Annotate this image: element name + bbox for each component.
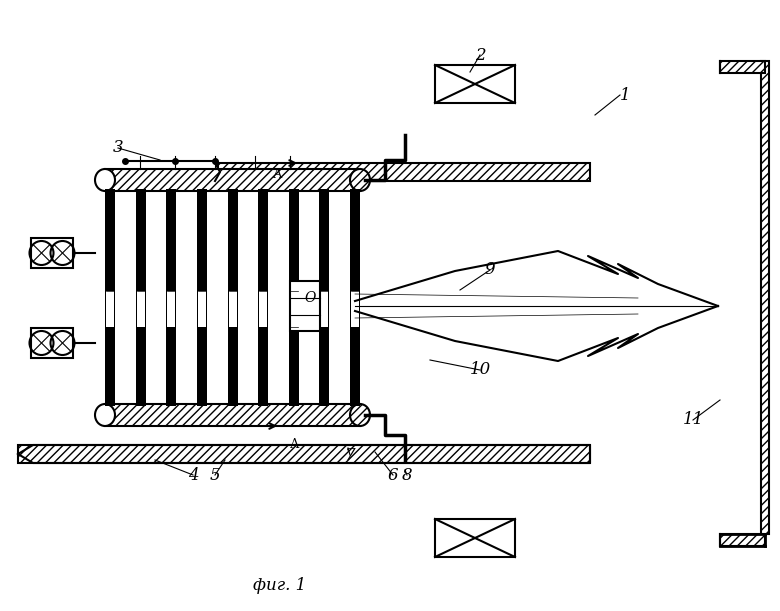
Ellipse shape [95,169,115,191]
Bar [198,290,206,326]
Ellipse shape [350,404,370,426]
Bar [18,445,590,463]
Bar [319,189,329,406]
Text: 1: 1 [619,87,630,103]
Text: 9: 9 [484,262,495,279]
Text: 8: 8 [402,467,413,483]
Bar [435,65,515,103]
Bar [350,189,360,406]
Text: 6: 6 [388,467,399,483]
Ellipse shape [95,404,115,426]
Bar [106,290,114,326]
Text: 2: 2 [475,46,485,64]
Text: 3: 3 [112,139,123,156]
Bar [720,61,765,73]
Bar [321,290,328,326]
Bar [290,281,320,331]
Bar [136,290,144,326]
Bar [351,290,359,326]
Text: 5: 5 [210,467,220,483]
Bar [218,163,590,181]
Bar [105,404,360,426]
Bar [166,189,176,406]
Text: 11: 11 [682,411,704,428]
Bar [136,189,146,406]
Ellipse shape [350,169,370,191]
Text: 10: 10 [470,362,491,378]
Bar [720,534,765,546]
Text: А: А [290,437,300,450]
Bar [31,328,73,358]
Bar [259,290,267,326]
Text: 7: 7 [345,447,356,464]
Bar [289,189,299,406]
Bar [197,189,207,406]
Bar [31,238,73,268]
Bar [228,189,237,406]
Bar [720,61,765,73]
Bar [258,189,268,406]
Bar [720,534,765,546]
Bar [105,169,360,191]
Bar [167,290,176,326]
Text: А: А [273,169,282,181]
Bar [229,290,236,326]
Text: фиг. 1: фиг. 1 [254,577,307,595]
Bar [435,519,515,557]
Text: О: О [304,291,316,305]
Bar [761,61,769,534]
Bar [105,189,115,406]
Text: 4: 4 [188,467,198,483]
Bar [289,290,298,326]
